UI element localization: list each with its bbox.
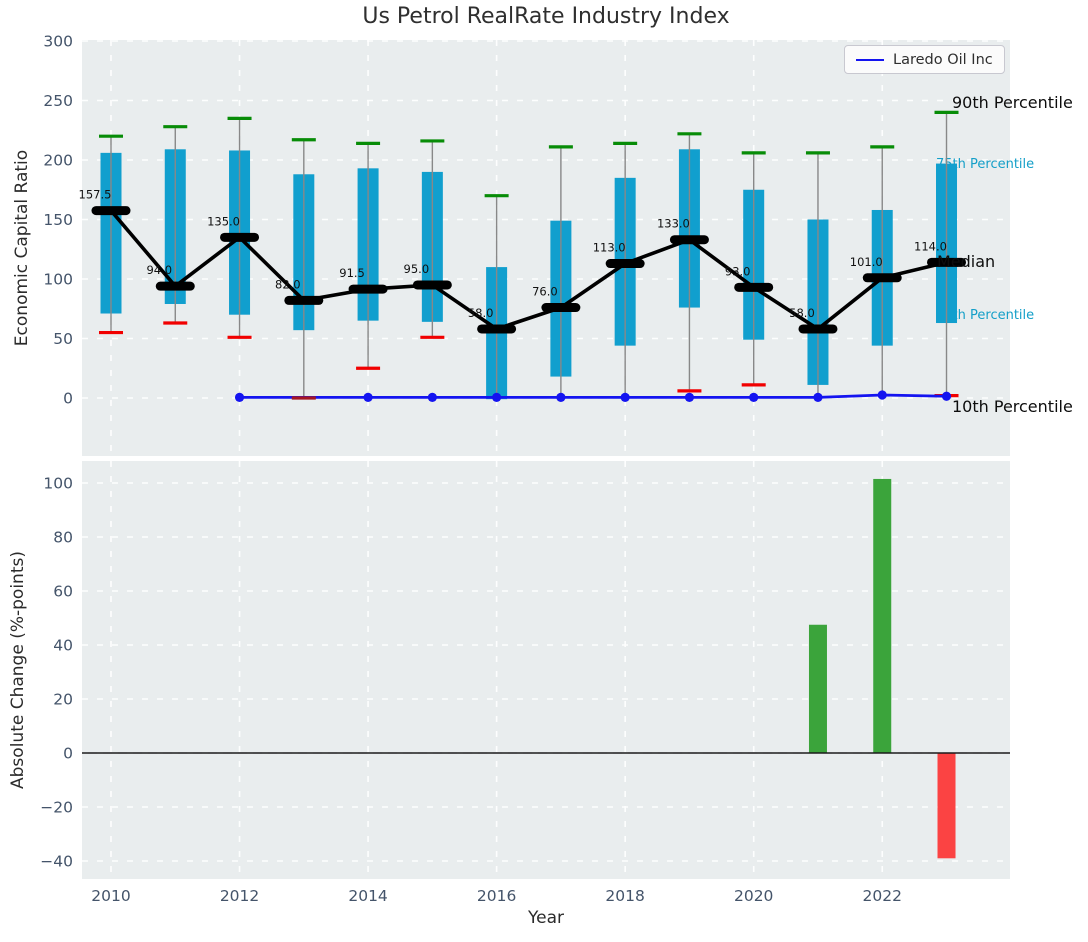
median-value-label-2010: 157.5: [79, 188, 112, 202]
legend-label: Laredo Oil Inc: [893, 51, 993, 68]
xtick-2010: 2010: [91, 887, 130, 905]
company-dot-2014: [363, 392, 373, 403]
xtick-2014: 2014: [348, 887, 387, 905]
annotation-median: Median: [937, 252, 995, 271]
company-line: [239, 393, 947, 399]
change-bar-2021: [808, 624, 827, 753]
median-value-label-2016: 58.0: [468, 306, 494, 320]
company-dot-2020: [749, 392, 759, 403]
legend-line-sample: [856, 58, 884, 61]
top-ytick-50: 50: [53, 330, 73, 348]
bottom-ytick-20: 20: [53, 691, 73, 709]
median-value-label-2018: 113.0: [593, 241, 626, 255]
annotation-10th-percentile: 10th Percentile: [952, 397, 1073, 416]
bottom-ytick--40: −40: [40, 853, 73, 871]
bottom-ytick-80: 80: [53, 529, 73, 547]
company-dot-2016: [492, 392, 502, 403]
bottom-ytick-40: 40: [53, 637, 73, 655]
bottom-ylabel: Absolute Change (%-points): [8, 551, 28, 789]
median-value-label-2020: 93.0: [725, 264, 751, 278]
x-axis-label: Year: [528, 908, 564, 928]
top-axes-background: [82, 40, 1010, 456]
xtick-2016: 2016: [477, 887, 516, 905]
xtick-2018: 2018: [605, 887, 644, 905]
median-value-label-2023: 114.0: [914, 239, 947, 253]
change-bar-2023: [937, 753, 956, 859]
company-dot-2017: [556, 392, 566, 403]
median-line: [109, 209, 947, 332]
median-value-label-2013: 82.0: [275, 277, 301, 291]
median-value-label-2022: 101.0: [850, 255, 883, 269]
annotation-90th-percentile: 90th Percentile: [952, 93, 1073, 112]
median-value-label-2019: 133.0: [657, 217, 690, 231]
median-value-label-2015: 95.0: [404, 262, 430, 276]
chart-title: Us Petrol RealRate Industry Index: [362, 4, 730, 29]
top-ytick-300: 300: [43, 33, 73, 51]
annotation-25th-percentile: 25th Percentile: [936, 308, 1034, 323]
company-dot-2022: [877, 390, 887, 400]
change-bar-2022: [873, 478, 892, 753]
top-ylabel: Economic Capital Ratio: [12, 149, 32, 347]
median-value-label-2012: 135.0: [207, 214, 240, 228]
top-ytick-150: 150: [43, 211, 73, 229]
bottom-ytick-60: 60: [53, 583, 73, 601]
xtick-2022: 2022: [863, 887, 902, 905]
top-ytick-100: 100: [43, 271, 73, 289]
company-dot-2018: [620, 392, 630, 403]
legend: Laredo Oil Inc: [844, 45, 1005, 74]
annotation-75th-percentile: 75th Percentile: [936, 157, 1034, 172]
company-dot-2019: [684, 392, 695, 403]
xtick-2020: 2020: [734, 887, 773, 905]
bottom-ytick--20: −20: [40, 799, 73, 817]
bottom-axes-background: [82, 461, 1010, 879]
median-value-label-2011: 94.0: [146, 263, 172, 277]
company-dot-2012: [234, 392, 245, 403]
median-value-label-2021: 58.0: [789, 306, 815, 320]
xtick-2012: 2012: [220, 887, 259, 905]
bottom-ytick-100: 100: [43, 475, 73, 493]
top-ytick-0: 0: [63, 390, 73, 408]
top-ytick-250: 250: [43, 92, 73, 110]
bottom-ytick-0: 0: [63, 745, 73, 763]
median-value-label-2017: 76.0: [532, 285, 558, 299]
top-ytick-200: 200: [43, 152, 73, 170]
company-dot-2015: [427, 392, 437, 403]
company-dot-2021: [813, 392, 823, 403]
company-dot-2023: [941, 391, 952, 401]
median-value-label-2014: 91.5: [339, 266, 365, 280]
